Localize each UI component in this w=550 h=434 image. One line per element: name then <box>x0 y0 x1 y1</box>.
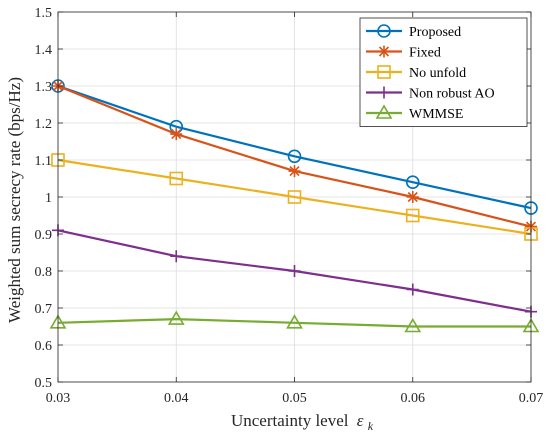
legend-marker <box>378 45 390 58</box>
legend-label: Non robust AO <box>409 87 495 102</box>
x-tick-label: 0.05 <box>282 391 307 406</box>
x-axis-label: Uncertainty level ε k <box>231 411 374 433</box>
x-tick-label: 0.07 <box>519 391 544 406</box>
data-point <box>288 265 301 277</box>
legend-marker <box>377 65 391 79</box>
y-tick-label: 1.3 <box>35 80 53 95</box>
data-point <box>406 191 419 203</box>
y-tick-label: 1.2 <box>35 117 53 132</box>
x-tick-label: 0.06 <box>401 391 426 406</box>
legend-label: WMMSE <box>409 107 463 122</box>
y-tick-label: 1.4 <box>35 43 53 58</box>
legend-item: Proposed <box>366 24 461 40</box>
legend-marker <box>377 24 391 38</box>
data-point <box>286 314 303 329</box>
series-line <box>57 84 532 210</box>
data-point <box>288 165 301 178</box>
legend: Proposed Fixed No unfold Non robust AO WMMSE <box>359 17 528 127</box>
data-point <box>287 149 302 164</box>
legend-label: Proposed <box>409 25 461 40</box>
legend-label: Fixed <box>409 46 441 61</box>
y-tick-label: 1.5 <box>35 6 53 21</box>
data-point <box>169 171 184 186</box>
legend-item: WMMSE <box>366 104 463 122</box>
y-tick-label: 1 <box>45 191 52 206</box>
y-tick-label: 0.5 <box>35 376 53 391</box>
tick-labels: 0.03 0.04 0.05 0.06 0.07 0.5 0.6 0.7 0.8 0.9 1 1.1 1… <box>35 6 544 406</box>
series-line <box>57 317 531 328</box>
x-axis-label-text: Uncertainty level <box>231 411 349 430</box>
y-tick-label: 1.1 <box>35 154 53 169</box>
data-point <box>405 175 420 189</box>
y-tick-label: 0.6 <box>35 339 53 354</box>
legend-item: No unfold <box>366 65 466 81</box>
y-tick-label: 0.8 <box>35 265 53 280</box>
data-point <box>405 208 420 223</box>
x-tick-label: 0.03 <box>46 391 71 406</box>
legend-marker <box>375 104 393 119</box>
series-wmmse <box>49 310 540 333</box>
legend-marker <box>378 86 390 99</box>
data-point <box>404 317 422 333</box>
x-tick-label: 0.04 <box>164 391 189 406</box>
y-tick-label: 0.9 <box>35 228 53 243</box>
data-point <box>287 190 302 204</box>
data-point <box>170 250 183 263</box>
x-axis-label-symbol: ε <box>357 411 364 430</box>
y-axis-label: Weighted sum secrecy rate (bps/Hz) <box>5 77 24 323</box>
legend-label: No unfold <box>409 66 466 81</box>
data-point <box>167 310 185 325</box>
series-group <box>49 79 540 333</box>
data-point <box>170 128 183 141</box>
y-tick-label: 0.7 <box>35 302 53 317</box>
series-line <box>57 158 532 236</box>
legend-item: Non robust AO <box>366 86 495 102</box>
x-axis-label-subscript: k <box>368 419 374 433</box>
legend-item: Fixed <box>366 45 441 61</box>
data-point <box>406 283 419 296</box>
tick-marks <box>57 11 532 383</box>
